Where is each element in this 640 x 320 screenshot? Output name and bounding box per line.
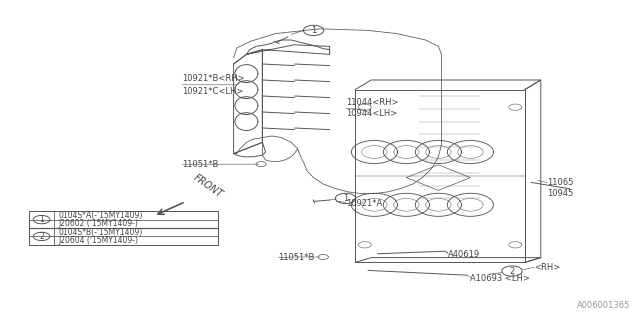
Text: 10944<LH>: 10944<LH>	[346, 109, 397, 118]
Text: FRONT: FRONT	[192, 173, 225, 200]
Text: J20604 ('15MY1409-): J20604 ('15MY1409-)	[58, 236, 138, 245]
Text: 2: 2	[39, 232, 44, 241]
Text: 10921*C<LH>: 10921*C<LH>	[182, 87, 244, 96]
Text: 0104S*B(-'15MY1409): 0104S*B(-'15MY1409)	[58, 228, 143, 237]
Text: A10693 <LH>: A10693 <LH>	[470, 274, 531, 283]
Text: 11051*B: 11051*B	[278, 253, 315, 262]
Text: 1: 1	[343, 194, 348, 203]
Bar	[29, 211, 218, 245]
Text: 2: 2	[509, 267, 515, 276]
Text: 11051*B: 11051*B	[182, 160, 219, 169]
Text: 1: 1	[311, 26, 316, 35]
Text: 0104S*A(-'15MY1409): 0104S*A(-'15MY1409)	[58, 211, 143, 220]
Text: 11065: 11065	[547, 178, 573, 187]
Text: 11044<RH>: 11044<RH>	[346, 98, 398, 107]
Text: 1: 1	[39, 215, 44, 224]
Text: 10921*A: 10921*A	[346, 199, 382, 208]
Text: 10921*B<RH>: 10921*B<RH>	[182, 74, 245, 83]
Text: A40619: A40619	[448, 250, 480, 259]
Text: J20602 ('15MY1409-): J20602 ('15MY1409-)	[58, 219, 138, 228]
Text: <RH>: <RH>	[534, 263, 561, 272]
Text: 10945: 10945	[547, 189, 573, 198]
Text: A006001365: A006001365	[577, 301, 630, 310]
